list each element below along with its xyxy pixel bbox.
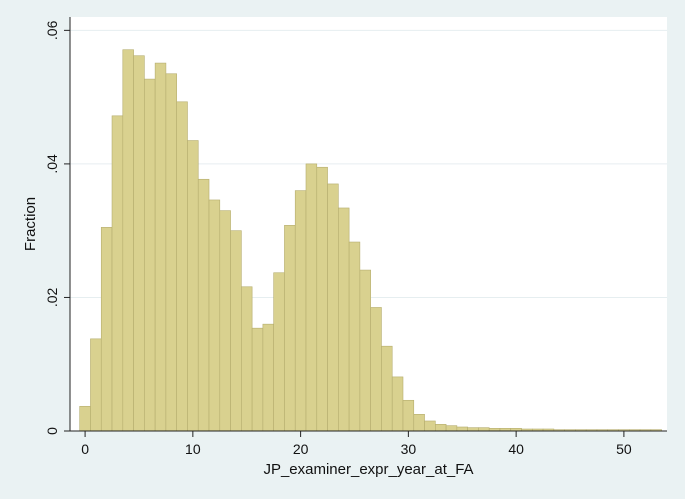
histogram-bar bbox=[79, 405, 91, 432]
histogram-bar bbox=[111, 115, 124, 432]
axes bbox=[69, 17, 667, 432]
histogram-bar bbox=[348, 241, 361, 432]
histogram-bar bbox=[262, 323, 274, 432]
histogram-bar bbox=[456, 426, 468, 432]
y-axis-ticks: 0 .02 .04 .06 bbox=[44, 20, 70, 435]
x-tick-label: 20 bbox=[293, 441, 309, 457]
histogram-bar bbox=[187, 140, 199, 432]
x-axis-ticks: 0 10 20 30 40 50 bbox=[81, 431, 632, 457]
histogram-bar bbox=[133, 55, 145, 432]
histogram-bar bbox=[284, 225, 296, 432]
x-axis-title: JP_examiner_expr_year_at_FA bbox=[263, 461, 473, 478]
histogram-bar bbox=[251, 327, 264, 432]
histogram-bar bbox=[435, 424, 447, 432]
histogram-bar bbox=[338, 207, 350, 432]
y-tick-label: 0 bbox=[44, 427, 60, 435]
histogram-bar bbox=[316, 166, 328, 432]
histogram-bar bbox=[230, 230, 242, 432]
histogram-bar bbox=[370, 307, 382, 432]
histogram-bar bbox=[445, 425, 458, 432]
histogram-bar bbox=[478, 427, 490, 432]
y-tick-label: .02 bbox=[44, 288, 60, 308]
histogram-bar bbox=[327, 183, 339, 432]
histogram-bar bbox=[165, 73, 177, 432]
histogram-bar bbox=[241, 286, 253, 432]
histogram-bar bbox=[100, 227, 113, 432]
x-tick-label: 40 bbox=[508, 441, 524, 457]
histogram-bar bbox=[154, 62, 167, 432]
histogram-bar bbox=[381, 345, 393, 432]
histogram-bar bbox=[176, 101, 188, 432]
histogram-bar bbox=[305, 163, 318, 432]
histogram-bar bbox=[90, 338, 102, 432]
x-tick-label: 0 bbox=[81, 441, 89, 457]
y-tick-label: .04 bbox=[44, 154, 60, 174]
histogram-bar bbox=[294, 190, 307, 432]
x-tick-label: 30 bbox=[401, 441, 417, 457]
x-tick-label: 50 bbox=[616, 441, 632, 457]
histogram-bars bbox=[79, 49, 662, 432]
histogram-bar bbox=[467, 427, 479, 432]
histogram-bar bbox=[144, 78, 156, 432]
y-tick-label: .06 bbox=[44, 20, 60, 40]
x-tick-label: 10 bbox=[185, 441, 201, 457]
histogram-bar bbox=[197, 178, 210, 432]
y-axis-title: Fraction bbox=[22, 197, 39, 251]
histogram-bar bbox=[273, 272, 285, 432]
histogram-bar bbox=[402, 399, 415, 432]
histogram-bar bbox=[219, 210, 231, 432]
histogram-bar bbox=[359, 269, 371, 432]
histogram-bar bbox=[208, 199, 221, 432]
histogram-bar bbox=[424, 420, 436, 432]
histogram-bar bbox=[413, 414, 425, 432]
histogram-bar bbox=[391, 376, 404, 432]
histogram-bar bbox=[122, 49, 134, 432]
